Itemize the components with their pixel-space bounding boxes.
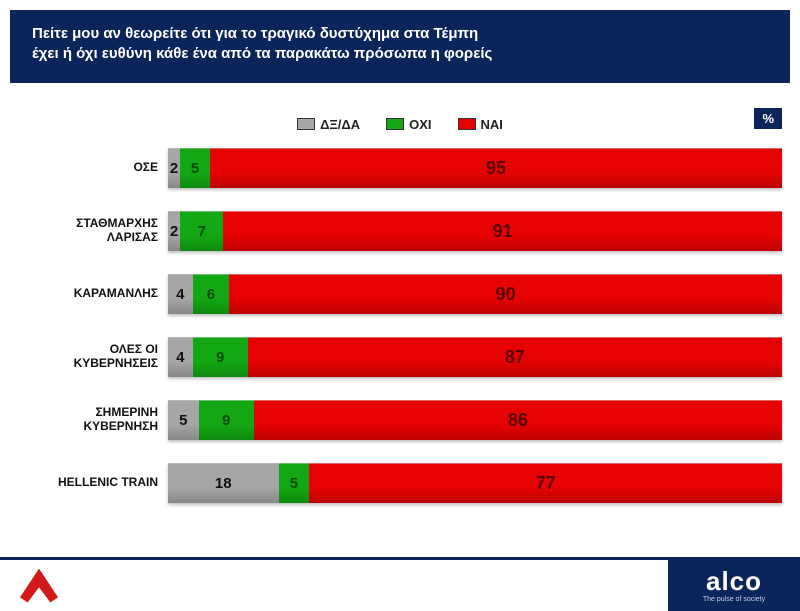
bar-value-dx: 4 <box>176 286 184 303</box>
y-axis-label: ΣΗΜΕΡΙΝΗ ΚΥΒΕΡΝΗΣΗ <box>0 406 168 434</box>
bar-track: 18 5 77 <box>168 463 782 503</box>
footer: alco The pulse of society <box>0 557 800 611</box>
bar-segment-oxi: 7 <box>180 211 223 251</box>
footer-left <box>0 560 78 611</box>
bar-segment-dx: 5 <box>168 400 199 440</box>
legend-label-dx: ΔΞ/ΔΑ <box>320 117 360 132</box>
brand-name: alco <box>706 568 762 594</box>
bar-segment-nai: 95 <box>210 148 782 188</box>
bar-segment-nai: 77 <box>309 463 782 503</box>
chart-row: ΣΤΑΘΜΑΡΧΗΣ ΛΑΡΙΣΑΣ2 7 91 <box>0 205 782 258</box>
bar-segment-nai: 86 <box>254 400 782 440</box>
y-axis-label: ΚΑΡΑΜΑΝΛΗΣ <box>0 287 168 301</box>
y-axis-label: HELLENIC TRAIN <box>0 476 168 490</box>
bar-value-dx: 2 <box>170 160 178 177</box>
bar-value-nai: 86 <box>508 410 528 431</box>
bar-value-nai: 95 <box>486 158 506 179</box>
footer-brand: alco The pulse of society <box>668 560 800 611</box>
legend-item-oxi: ΟΧΙ <box>386 117 431 132</box>
bar-value-nai: 87 <box>505 347 525 368</box>
chart-row: ΟΛΕΣ ΟΙ ΚΥΒΕΡΝΗΣΕΙΣ 4 9 87 <box>0 331 782 384</box>
percent-badge: % <box>754 108 782 129</box>
chart: ΟΣΕ2595ΣΤΑΘΜΑΡΧΗΣ ΛΑΡΙΣΑΣ2791ΚΑΡΑΜΑΝΛΗΣ4… <box>0 142 782 510</box>
title-line-1: Πείτε μου αν θεωρείτε ότι για το τραγικό… <box>32 25 478 42</box>
y-axis-label: ΟΣΕ <box>0 161 168 175</box>
bar-segment-nai: 87 <box>248 337 782 377</box>
bar-segment-nai: 91 <box>223 211 782 251</box>
bar-value-oxi: 5 <box>191 160 199 177</box>
bar-value-nai: 77 <box>536 473 556 494</box>
bar-segment-oxi: 5 <box>279 463 310 503</box>
y-axis-label: ΟΛΕΣ ΟΙ ΚΥΒΕΡΝΗΣΕΙΣ <box>0 343 168 371</box>
bar-value-dx: 18 <box>215 475 232 492</box>
header-title: Πείτε μου αν θεωρείτε ότι για το τραγικό… <box>32 24 768 65</box>
legend-swatch-nai <box>458 118 476 130</box>
legend-label-oxi: ΟΧΙ <box>409 117 431 132</box>
header: Πείτε μου αν θεωρείτε ότι για το τραγικό… <box>10 10 790 83</box>
chart-row: ΣΗΜΕΡΙΝΗ ΚΥΒΕΡΝΗΣΗ 5 9 86 <box>0 394 782 447</box>
bar-segment-oxi: 9 <box>199 400 254 440</box>
bar-segment-dx: 4 <box>168 274 193 314</box>
alpha-logo-icon <box>20 569 58 603</box>
bar-segment-oxi: 9 <box>193 337 248 377</box>
bar-track: 2 7 91 <box>168 211 782 251</box>
chart-row: ΚΑΡΑΜΑΝΛΗΣ 4 6 90 <box>0 268 782 321</box>
bar-track: 25 95 <box>168 148 782 188</box>
bar-value-oxi: 9 <box>222 412 230 429</box>
bar-segment-dx: 4 <box>168 337 193 377</box>
bar-value-nai: 91 <box>493 221 513 242</box>
bar-segment-dx: 2 <box>168 211 180 251</box>
bar-value-dx: 4 <box>176 349 184 366</box>
bar-value-oxi: 9 <box>216 349 224 366</box>
title-line-2: έχει ή όχι ευθύνη κάθε ένα από τα παρακά… <box>32 45 492 62</box>
bar-value-dx: 2 <box>170 223 178 240</box>
y-axis-label: ΣΤΑΘΜΑΡΧΗΣ ΛΑΡΙΣΑΣ <box>0 217 168 245</box>
bar-track: 5 9 86 <box>168 400 782 440</box>
chart-row: HELLENIC TRAIN 18 5 77 <box>0 457 782 510</box>
brand-tagline: The pulse of society <box>703 596 765 603</box>
bar-track: 4 6 90 <box>168 274 782 314</box>
bar-value-oxi: 6 <box>207 286 215 303</box>
bar-segment-nai: 90 <box>229 274 782 314</box>
legend-label-nai: ΝΑΙ <box>481 117 503 132</box>
footer-spacer <box>78 560 668 611</box>
bar-segment-oxi: 5 <box>180 148 210 188</box>
legend: ΔΞ/ΔΑ ΟΧΙ ΝΑΙ <box>0 117 800 132</box>
legend-swatch-oxi <box>386 118 404 130</box>
bar-value-oxi: 5 <box>290 475 298 492</box>
legend-item-dx: ΔΞ/ΔΑ <box>297 117 360 132</box>
bar-value-nai: 90 <box>496 284 516 305</box>
bar-value-dx: 5 <box>179 412 187 429</box>
legend-swatch-dx <box>297 118 315 130</box>
legend-item-nai: ΝΑΙ <box>458 117 503 132</box>
bar-segment-oxi: 6 <box>193 274 230 314</box>
chart-row: ΟΣΕ25 95 <box>0 142 782 195</box>
bar-segment-dx: 2 <box>168 148 180 188</box>
bar-value-oxi: 7 <box>198 223 206 240</box>
bar-track: 4 9 87 <box>168 337 782 377</box>
bar-segment-dx: 18 <box>168 463 279 503</box>
